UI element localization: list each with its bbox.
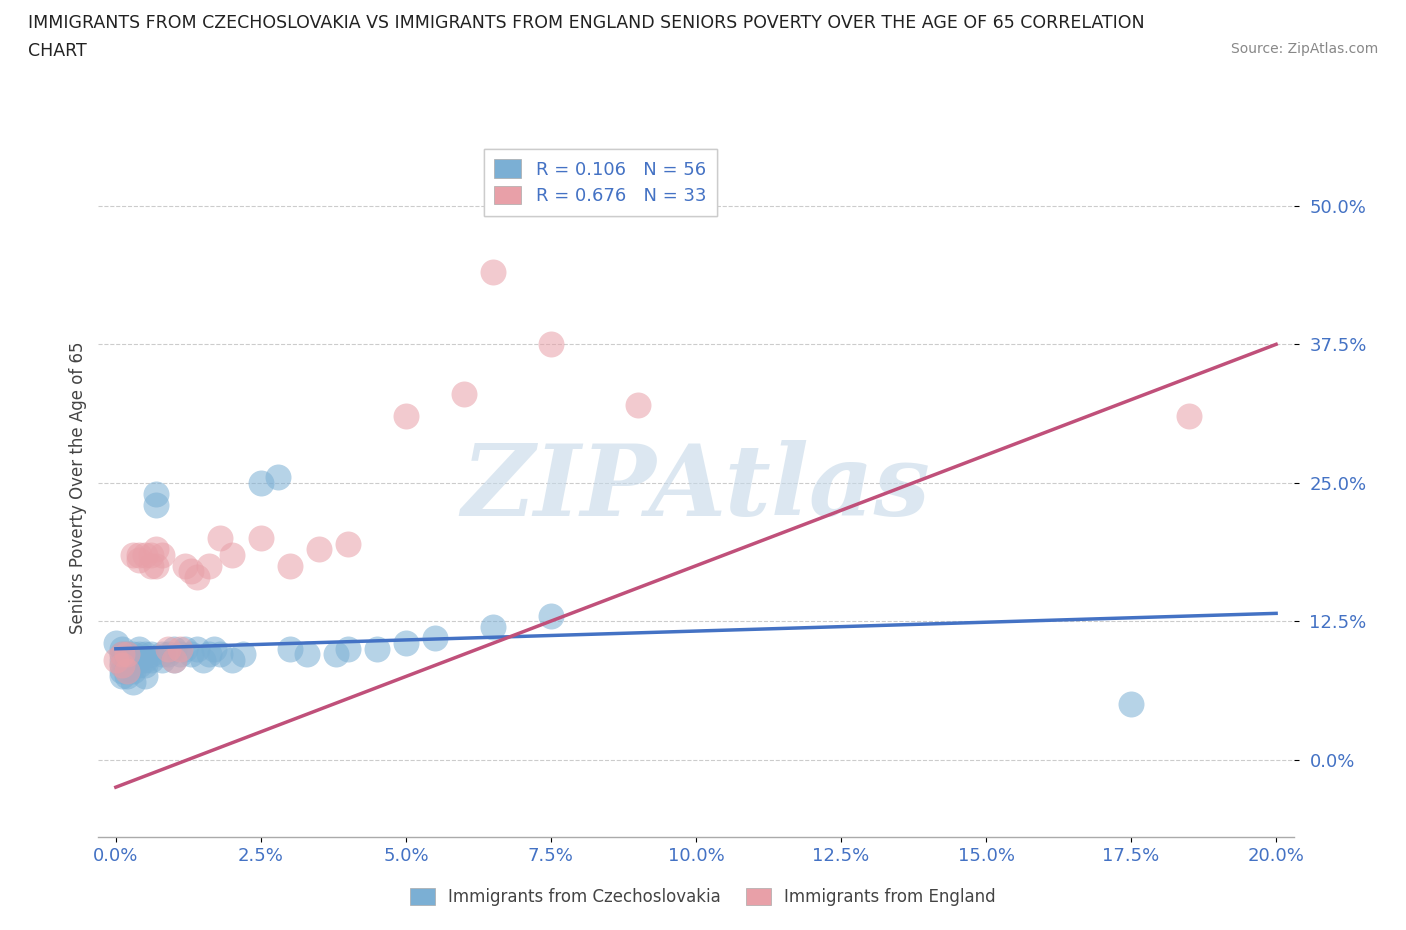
Point: [128, 658, 150, 672]
Point: [117, 653, 139, 668]
Point: [111, 658, 134, 672]
Point: [122, 663, 145, 678]
Point: [122, 547, 145, 562]
Point: [139, 558, 162, 573]
Point: [163, 653, 186, 668]
Point: [157, 647, 180, 662]
Point: [627, 398, 650, 413]
Point: [308, 541, 330, 556]
Point: [139, 653, 162, 668]
Point: [336, 537, 359, 551]
Point: [209, 531, 232, 546]
Point: [209, 647, 232, 662]
Text: ZIPAtlas: ZIPAtlas: [461, 440, 931, 537]
Point: [197, 647, 219, 662]
Point: [117, 663, 139, 678]
Point: [139, 547, 162, 562]
Legend: R = 0.106   N = 56, R = 0.676   N = 33: R = 0.106 N = 56, R = 0.676 N = 33: [484, 149, 717, 216]
Text: CHART: CHART: [28, 42, 87, 60]
Point: [395, 409, 418, 424]
Point: [197, 558, 219, 573]
Point: [122, 658, 145, 672]
Point: [186, 642, 208, 657]
Point: [278, 642, 301, 657]
Point: [482, 265, 505, 280]
Point: [104, 636, 127, 651]
Point: [134, 658, 156, 672]
Point: [111, 663, 134, 678]
Point: [232, 647, 254, 662]
Y-axis label: Seniors Poverty Over the Age of 65: Seniors Poverty Over the Age of 65: [69, 342, 87, 634]
Point: [250, 531, 273, 546]
Point: [128, 647, 150, 662]
Text: Source: ZipAtlas.com: Source: ZipAtlas.com: [1230, 42, 1378, 56]
Point: [117, 663, 139, 678]
Point: [157, 642, 180, 657]
Point: [250, 475, 273, 490]
Point: [117, 658, 139, 672]
Point: [191, 653, 214, 668]
Point: [540, 337, 562, 352]
Point: [278, 558, 301, 573]
Point: [128, 552, 150, 567]
Point: [1119, 697, 1142, 711]
Point: [163, 642, 186, 657]
Point: [297, 647, 319, 662]
Point: [150, 653, 173, 668]
Point: [174, 642, 197, 657]
Point: [128, 547, 150, 562]
Point: [267, 470, 290, 485]
Point: [134, 653, 156, 668]
Point: [1178, 409, 1201, 424]
Point: [111, 647, 134, 662]
Point: [221, 547, 243, 562]
Point: [117, 647, 139, 662]
Point: [104, 653, 127, 668]
Point: [169, 642, 191, 657]
Point: [128, 653, 150, 668]
Point: [134, 547, 156, 562]
Point: [111, 653, 134, 668]
Point: [150, 647, 173, 662]
Point: [145, 558, 167, 573]
Point: [122, 674, 145, 689]
Point: [423, 631, 446, 645]
Point: [117, 647, 139, 662]
Point: [395, 636, 418, 651]
Point: [128, 642, 150, 657]
Point: [180, 647, 202, 662]
Point: [122, 653, 145, 668]
Point: [163, 653, 186, 668]
Point: [122, 647, 145, 662]
Point: [111, 647, 134, 662]
Point: [139, 647, 162, 662]
Point: [145, 498, 167, 512]
Point: [453, 387, 475, 402]
Point: [366, 642, 388, 657]
Point: [134, 647, 156, 662]
Point: [145, 541, 167, 556]
Point: [111, 669, 134, 684]
Point: [540, 608, 562, 623]
Point: [150, 547, 173, 562]
Point: [174, 558, 197, 573]
Point: [134, 669, 156, 684]
Point: [145, 486, 167, 501]
Point: [169, 647, 191, 662]
Point: [204, 642, 226, 657]
Point: [111, 642, 134, 657]
Text: IMMIGRANTS FROM CZECHOSLOVAKIA VS IMMIGRANTS FROM ENGLAND SENIORS POVERTY OVER T: IMMIGRANTS FROM CZECHOSLOVAKIA VS IMMIGR…: [28, 14, 1144, 32]
Point: [117, 669, 139, 684]
Point: [111, 658, 134, 672]
Point: [325, 647, 347, 662]
Legend: Immigrants from Czechoslovakia, Immigrants from England: Immigrants from Czechoslovakia, Immigran…: [404, 881, 1002, 912]
Point: [221, 653, 243, 668]
Point: [186, 569, 208, 584]
Point: [482, 619, 505, 634]
Point: [180, 564, 202, 578]
Point: [336, 642, 359, 657]
